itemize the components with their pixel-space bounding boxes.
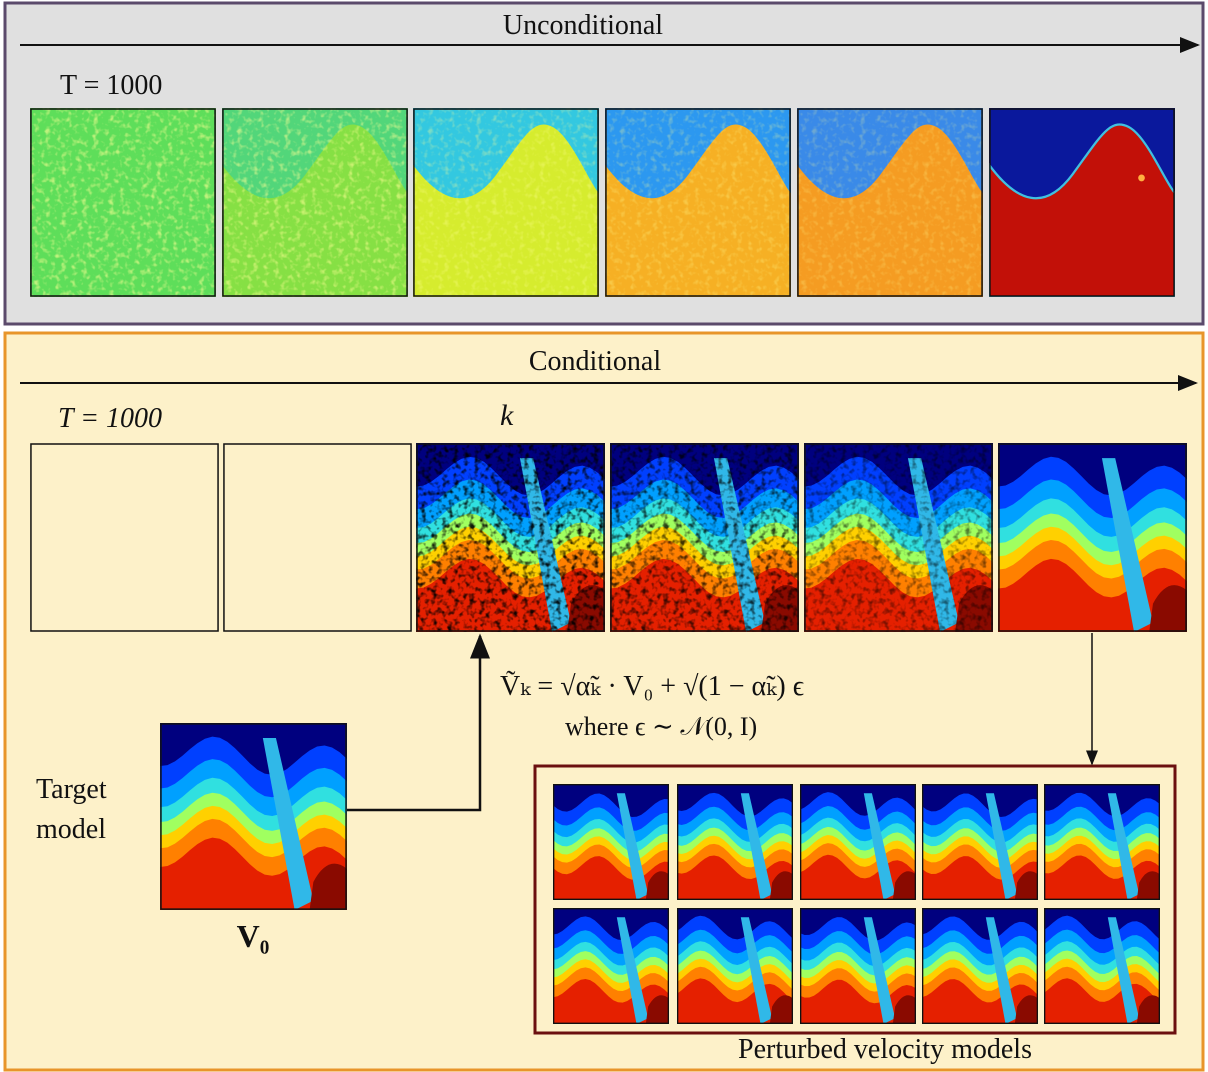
frame-border xyxy=(678,909,793,1024)
time-label: T = 1000 xyxy=(60,70,162,101)
noise xyxy=(416,443,605,632)
frame-border xyxy=(611,444,798,631)
image-frame xyxy=(605,108,791,297)
frame-border xyxy=(999,444,1186,631)
image-frame xyxy=(797,108,983,297)
frame-border xyxy=(606,109,790,296)
image-frame xyxy=(223,443,412,632)
noise xyxy=(605,108,791,297)
basin xyxy=(1136,995,1160,1024)
formula-note: where ϵ ∼ 𝒩(0, I) xyxy=(565,712,757,741)
fault xyxy=(1107,793,1140,900)
basin xyxy=(892,871,916,900)
frame-border xyxy=(414,109,598,296)
step-label: k xyxy=(500,399,514,432)
noise xyxy=(610,443,799,632)
target-label: Target model xyxy=(36,774,107,845)
fault xyxy=(985,793,1018,900)
fault xyxy=(863,793,896,900)
image-frame xyxy=(677,908,793,1024)
fault xyxy=(616,793,649,900)
frame-border xyxy=(801,785,916,900)
time-label: T = 1000 xyxy=(58,403,162,434)
fault xyxy=(1101,458,1153,632)
frame-border xyxy=(554,909,669,1024)
noise xyxy=(222,108,408,297)
basin xyxy=(645,871,669,900)
image-frame xyxy=(677,784,793,900)
frame-border xyxy=(31,444,218,631)
frames xyxy=(30,108,1187,1024)
background xyxy=(223,443,412,632)
image-frame xyxy=(922,908,1038,1024)
frame-border xyxy=(223,109,407,296)
panel-title: Unconditional xyxy=(503,10,663,41)
frame-border xyxy=(798,109,982,296)
image-frame xyxy=(800,908,916,1024)
fault xyxy=(262,737,314,910)
image-frame xyxy=(800,784,916,900)
perturbed-box xyxy=(533,764,1177,1035)
basin xyxy=(1136,871,1160,900)
frame-border xyxy=(801,909,916,1024)
basin xyxy=(1014,995,1038,1024)
frame-border xyxy=(1045,785,1160,900)
image-frame xyxy=(553,784,669,900)
frame-border xyxy=(224,444,411,631)
perturbed-label: Perturbed velocity models xyxy=(738,1034,1032,1065)
fault xyxy=(1107,917,1140,1024)
frame-border xyxy=(417,444,604,631)
fault xyxy=(616,917,649,1024)
background xyxy=(30,443,219,632)
image-frame xyxy=(1044,784,1160,900)
fault xyxy=(985,917,1018,1024)
basin xyxy=(309,863,347,910)
basin xyxy=(645,995,669,1024)
panel-title: Conditional xyxy=(529,346,661,377)
arrow xyxy=(347,633,490,812)
layer xyxy=(989,123,1175,297)
image-frame xyxy=(30,108,216,297)
frame-border xyxy=(990,109,1174,296)
basin xyxy=(769,871,793,900)
image-frame xyxy=(1044,908,1160,1024)
image-frame xyxy=(553,908,669,1024)
fault xyxy=(863,917,896,1024)
basin xyxy=(892,995,916,1024)
image-frame xyxy=(998,443,1187,632)
formula: Ṽₖ = √α̃ₖ · V₀ + √(1 − α̃ₖ) ϵ xyxy=(500,671,804,702)
frame-border xyxy=(1045,909,1160,1024)
image-frame xyxy=(922,784,1038,900)
image-frame xyxy=(160,723,347,910)
image-frame xyxy=(804,443,993,632)
noise xyxy=(804,443,993,632)
image-frame xyxy=(989,108,1175,297)
fault xyxy=(740,793,773,900)
basin xyxy=(769,995,793,1024)
noise xyxy=(413,108,599,297)
basin xyxy=(1014,871,1038,900)
frame-border xyxy=(678,785,793,900)
basin xyxy=(1149,585,1187,632)
frame-border xyxy=(805,444,992,631)
image-frame xyxy=(610,443,799,632)
target-symbol: V₀ xyxy=(237,918,270,954)
target-label-box: Target model xyxy=(36,774,107,845)
frame-border xyxy=(923,785,1038,900)
image-frame xyxy=(30,443,219,632)
image-frame xyxy=(413,108,599,297)
frame-border xyxy=(554,785,669,900)
frame-border xyxy=(161,724,346,909)
spot xyxy=(1138,174,1145,182)
image-frame xyxy=(222,108,408,297)
frame-border xyxy=(31,109,215,296)
frame-border xyxy=(923,909,1038,1024)
image-frame xyxy=(416,443,605,632)
fault xyxy=(740,917,773,1024)
noise xyxy=(797,108,983,297)
noise xyxy=(30,108,216,297)
